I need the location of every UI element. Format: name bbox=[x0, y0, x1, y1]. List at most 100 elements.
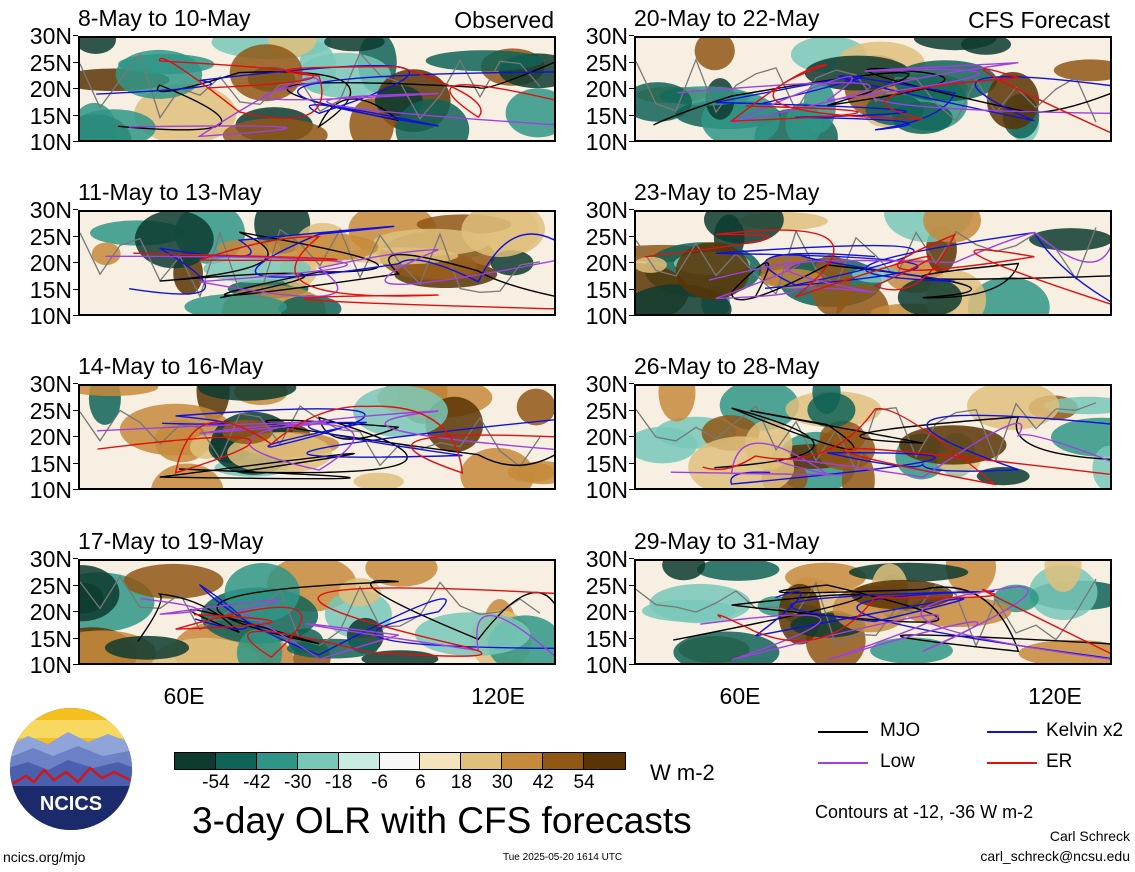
colorbar-label: -30 bbox=[283, 772, 312, 793]
colorbar-label: -6 bbox=[371, 772, 388, 793]
lon-label-120e-right: 120E bbox=[1028, 683, 1082, 709]
lat-label: 15N bbox=[29, 450, 72, 477]
lon-label-60e-left: 60E bbox=[163, 683, 205, 709]
legend-er-line bbox=[987, 762, 1037, 764]
panel-title: 26-May to 28-May bbox=[634, 353, 820, 379]
lat-tick bbox=[629, 262, 634, 263]
lat-tick bbox=[73, 262, 78, 263]
lat-label: 30N bbox=[585, 546, 628, 572]
lat-tick bbox=[73, 61, 78, 63]
colorbar-swatch bbox=[338, 753, 380, 769]
lat-label: 20N bbox=[585, 424, 628, 450]
lat-label: 30N bbox=[29, 371, 72, 397]
colorbar-label: 18 bbox=[450, 772, 472, 793]
colorbar-label: -18 bbox=[324, 772, 353, 793]
lat-label: 10N bbox=[585, 652, 628, 678]
legend-low-label: Low bbox=[880, 751, 915, 772]
olr-map-panel bbox=[78, 210, 556, 316]
colorbar-label: 6 bbox=[415, 772, 426, 793]
olr-map-panel bbox=[78, 559, 556, 665]
colorbar-swatch bbox=[584, 753, 625, 769]
colorbar bbox=[174, 752, 626, 770]
lat-tick bbox=[629, 35, 634, 36]
legend-mjo-line bbox=[818, 731, 868, 733]
lat-tick bbox=[73, 209, 78, 210]
lat-label: 10N bbox=[29, 477, 72, 503]
olr-map-panel bbox=[78, 384, 556, 490]
colorbar-swatch bbox=[379, 753, 421, 769]
lat-tick bbox=[73, 35, 78, 36]
lat-label: 30N bbox=[585, 23, 628, 49]
website-url: ncics.org/mjo bbox=[3, 849, 86, 865]
colorbar-swatch bbox=[420, 753, 462, 769]
lat-tick bbox=[73, 436, 78, 437]
lat-label: 25N bbox=[29, 223, 72, 250]
colorbar-units: W m-2 bbox=[650, 760, 715, 785]
lat-tick bbox=[73, 462, 78, 464]
colorbar-swatch bbox=[502, 753, 544, 769]
lat-tick bbox=[73, 383, 78, 384]
lat-label: 15N bbox=[29, 625, 72, 652]
lat-label: 15N bbox=[29, 102, 72, 129]
lat-label: 25N bbox=[585, 223, 628, 250]
panel-title: 14-May to 16-May bbox=[78, 353, 264, 379]
lat-label: 20N bbox=[585, 250, 628, 276]
olr-map-panel bbox=[78, 36, 556, 142]
lat-label: 30N bbox=[29, 546, 72, 572]
panel-title: 11-May to 13-May bbox=[78, 179, 262, 205]
lat-tick bbox=[629, 141, 634, 142]
lat-tick bbox=[629, 584, 634, 586]
lat-tick bbox=[629, 88, 634, 89]
colorbar-label: -54 bbox=[202, 772, 230, 793]
lat-tick bbox=[629, 664, 634, 665]
lat-tick bbox=[73, 611, 78, 612]
ncics-logo: NCICS bbox=[8, 706, 134, 832]
panel-tag: CFS Forecast bbox=[968, 7, 1110, 33]
panel-title: 17-May to 19-May bbox=[78, 528, 264, 554]
olr-map-panel bbox=[634, 210, 1112, 316]
legend-low-line bbox=[818, 762, 868, 764]
timestamp: Tue 2025-05-20 1614 UTC bbox=[503, 852, 623, 863]
colorbar-label: 30 bbox=[491, 772, 513, 793]
lat-label: 25N bbox=[585, 49, 628, 76]
lat-tick bbox=[629, 61, 634, 63]
lat-label: 30N bbox=[29, 197, 72, 223]
olr-map-panel bbox=[634, 559, 1112, 665]
lat-label: 25N bbox=[29, 572, 72, 599]
lat-tick bbox=[629, 288, 634, 290]
lat-tick bbox=[73, 235, 78, 237]
panel-title: 29-May to 31-May bbox=[634, 528, 820, 554]
lat-label: 15N bbox=[585, 625, 628, 652]
colorbar-swatch bbox=[543, 753, 585, 769]
lat-label: 15N bbox=[29, 276, 72, 303]
lat-tick bbox=[629, 209, 634, 210]
panel-title: 20-May to 22-May bbox=[634, 5, 820, 31]
lat-tick bbox=[73, 88, 78, 89]
colorbar-label: -42 bbox=[243, 772, 271, 793]
lat-tick bbox=[629, 462, 634, 464]
colorbar-label: 54 bbox=[573, 772, 595, 793]
lat-tick bbox=[629, 637, 634, 639]
lat-label: 10N bbox=[29, 303, 72, 329]
lat-tick bbox=[73, 664, 78, 665]
lat-tick bbox=[73, 637, 78, 639]
lat-label: 30N bbox=[585, 371, 628, 397]
olr-map-panel bbox=[634, 36, 1112, 142]
lat-label: 20N bbox=[29, 250, 72, 276]
lat-label: 25N bbox=[29, 49, 72, 76]
lat-label: 20N bbox=[29, 76, 72, 102]
legend-er-label: ER bbox=[1046, 751, 1073, 772]
lat-label: 30N bbox=[29, 23, 72, 49]
lat-label: 30N bbox=[585, 197, 628, 223]
legend-kelvin-line bbox=[987, 731, 1037, 733]
lat-label: 10N bbox=[585, 129, 628, 155]
lat-tick bbox=[629, 558, 634, 559]
author: Carl Schreck bbox=[1049, 828, 1130, 844]
colorbar-swatch bbox=[256, 753, 298, 769]
colorbar-label: 42 bbox=[532, 772, 554, 793]
lat-tick bbox=[73, 315, 78, 316]
lat-tick bbox=[73, 288, 78, 290]
lat-tick bbox=[73, 114, 78, 116]
legend-kelvin-label: Kelvin x2 bbox=[1046, 720, 1124, 741]
lat-tick bbox=[629, 315, 634, 316]
